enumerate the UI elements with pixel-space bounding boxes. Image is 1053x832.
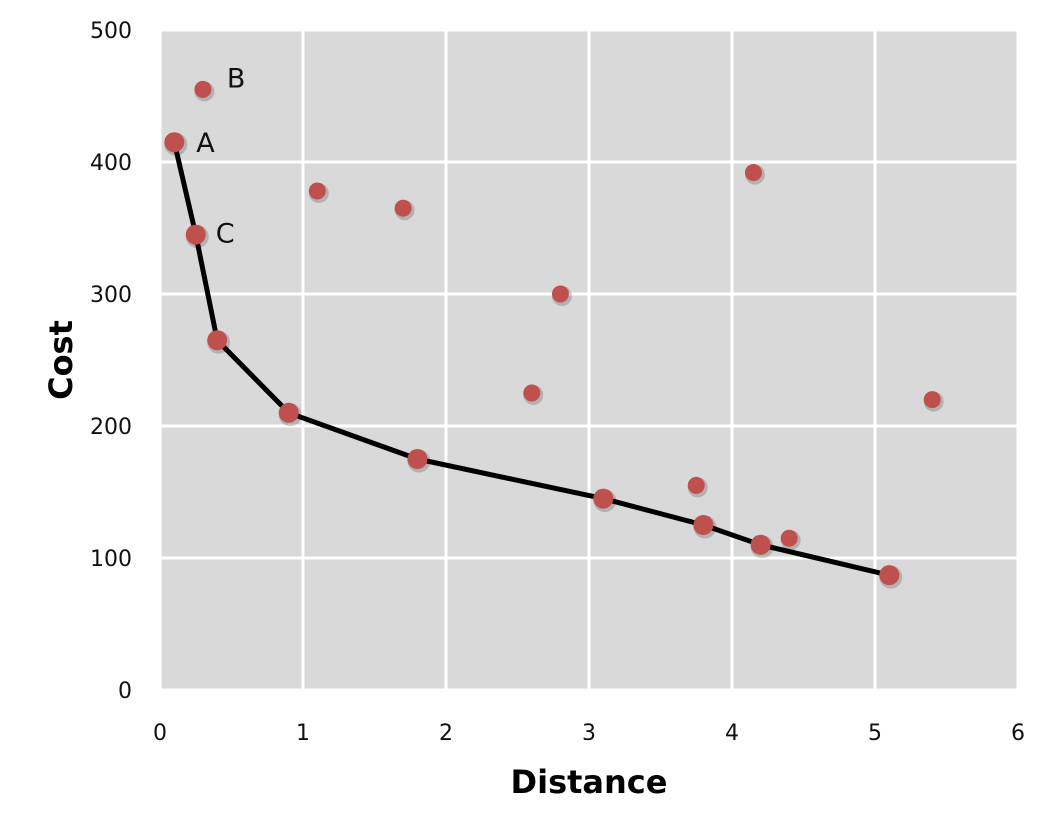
data-points — [164, 80, 944, 589]
grid-lines — [158, 28, 1020, 692]
y-tick-label: 400 — [90, 151, 132, 176]
data-point — [693, 515, 714, 535]
x-tick-label: 4 — [725, 721, 739, 746]
data-point — [593, 488, 614, 509]
data-point — [394, 199, 412, 217]
data-point — [207, 330, 228, 351]
x-tick-label: 5 — [868, 721, 882, 746]
point-label: C — [216, 219, 235, 250]
point-label: A — [196, 128, 215, 159]
data-point — [923, 391, 941, 409]
y-tick-label: 100 — [90, 547, 132, 572]
data-point — [687, 476, 705, 494]
tick-labels: 0 1 2 3 4 5 6 0 100 200 300 400 500 — [90, 19, 1025, 746]
y-axis-title: Cost — [42, 320, 80, 400]
data-point — [551, 285, 569, 303]
point-labels: A C B — [196, 63, 245, 249]
data-point — [780, 529, 798, 547]
x-tick-label: 3 — [582, 721, 596, 746]
y-tick-label: 300 — [90, 283, 132, 308]
point-label: B — [227, 63, 246, 94]
data-point — [308, 182, 326, 200]
y-tick-label: 500 — [90, 19, 132, 44]
data-point — [879, 565, 900, 586]
x-axis-title: Distance — [511, 763, 668, 801]
data-point — [278, 402, 299, 423]
data-point — [164, 132, 185, 153]
data-point — [407, 449, 428, 469]
x-tick-label: 6 — [1011, 721, 1025, 746]
data-point — [523, 384, 541, 402]
data-point — [750, 534, 771, 555]
y-tick-label: 200 — [90, 415, 132, 440]
data-point — [185, 224, 206, 245]
x-tick-label: 0 — [153, 721, 167, 746]
data-point — [194, 80, 212, 98]
y-tick-label: 0 — [118, 679, 132, 704]
x-tick-label: 1 — [296, 721, 310, 746]
x-tick-label: 2 — [439, 721, 453, 746]
data-point — [744, 164, 762, 182]
